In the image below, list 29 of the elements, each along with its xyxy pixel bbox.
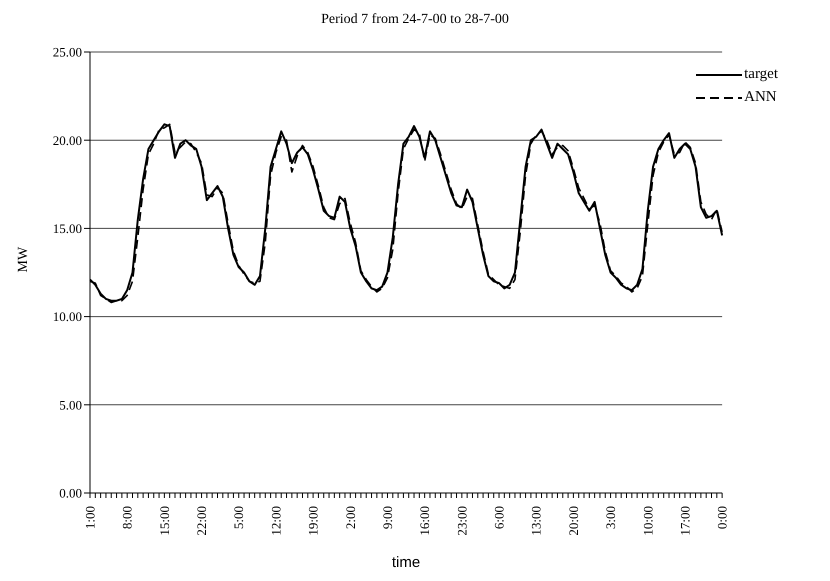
y-tick-label: 15.00 (52, 221, 82, 236)
y-tick-label: 25.00 (52, 44, 82, 60)
y-axis-title: MW (16, 246, 31, 272)
x-tick-label: 22:00 (194, 506, 210, 536)
x-tick-label: 23:00 (454, 506, 470, 536)
x-tick-label: 9:00 (380, 506, 395, 530)
x-tick-label: 8:00 (120, 506, 135, 530)
x-tick-label: 13:00 (528, 506, 544, 536)
x-tick-label: 15:00 (156, 506, 172, 536)
x-tick-label: 6:00 (492, 506, 507, 530)
x-tick-label: 5:00 (231, 506, 246, 530)
x-tick-label: 17:00 (677, 506, 692, 536)
legend-label: target (744, 66, 778, 83)
x-axis-title: time (392, 554, 420, 571)
y-tick-label: 20.00 (52, 132, 82, 148)
y-tick-label: 5.00 (59, 397, 82, 412)
y-tick-label: 10.00 (52, 309, 82, 324)
x-tick-label: 12:00 (268, 506, 284, 536)
x-tick-label: 2:00 (342, 506, 358, 530)
y-tick-label: 0.00 (59, 486, 82, 501)
x-tick-label: 0:00 (714, 506, 730, 530)
x-tick-label: 19:00 (306, 506, 321, 536)
x-tick-label: 20:00 (566, 506, 581, 536)
x-tick-label: 1:00 (82, 506, 98, 530)
chart-title: Period 7 from 24-7-00 to 28-7-00 (320, 11, 510, 29)
legend-label: ANN (744, 89, 777, 106)
x-tick-label: 3:00 (603, 506, 618, 530)
x-tick-label: 16:00 (417, 506, 432, 536)
x-tick-label: 10:00 (640, 506, 656, 536)
